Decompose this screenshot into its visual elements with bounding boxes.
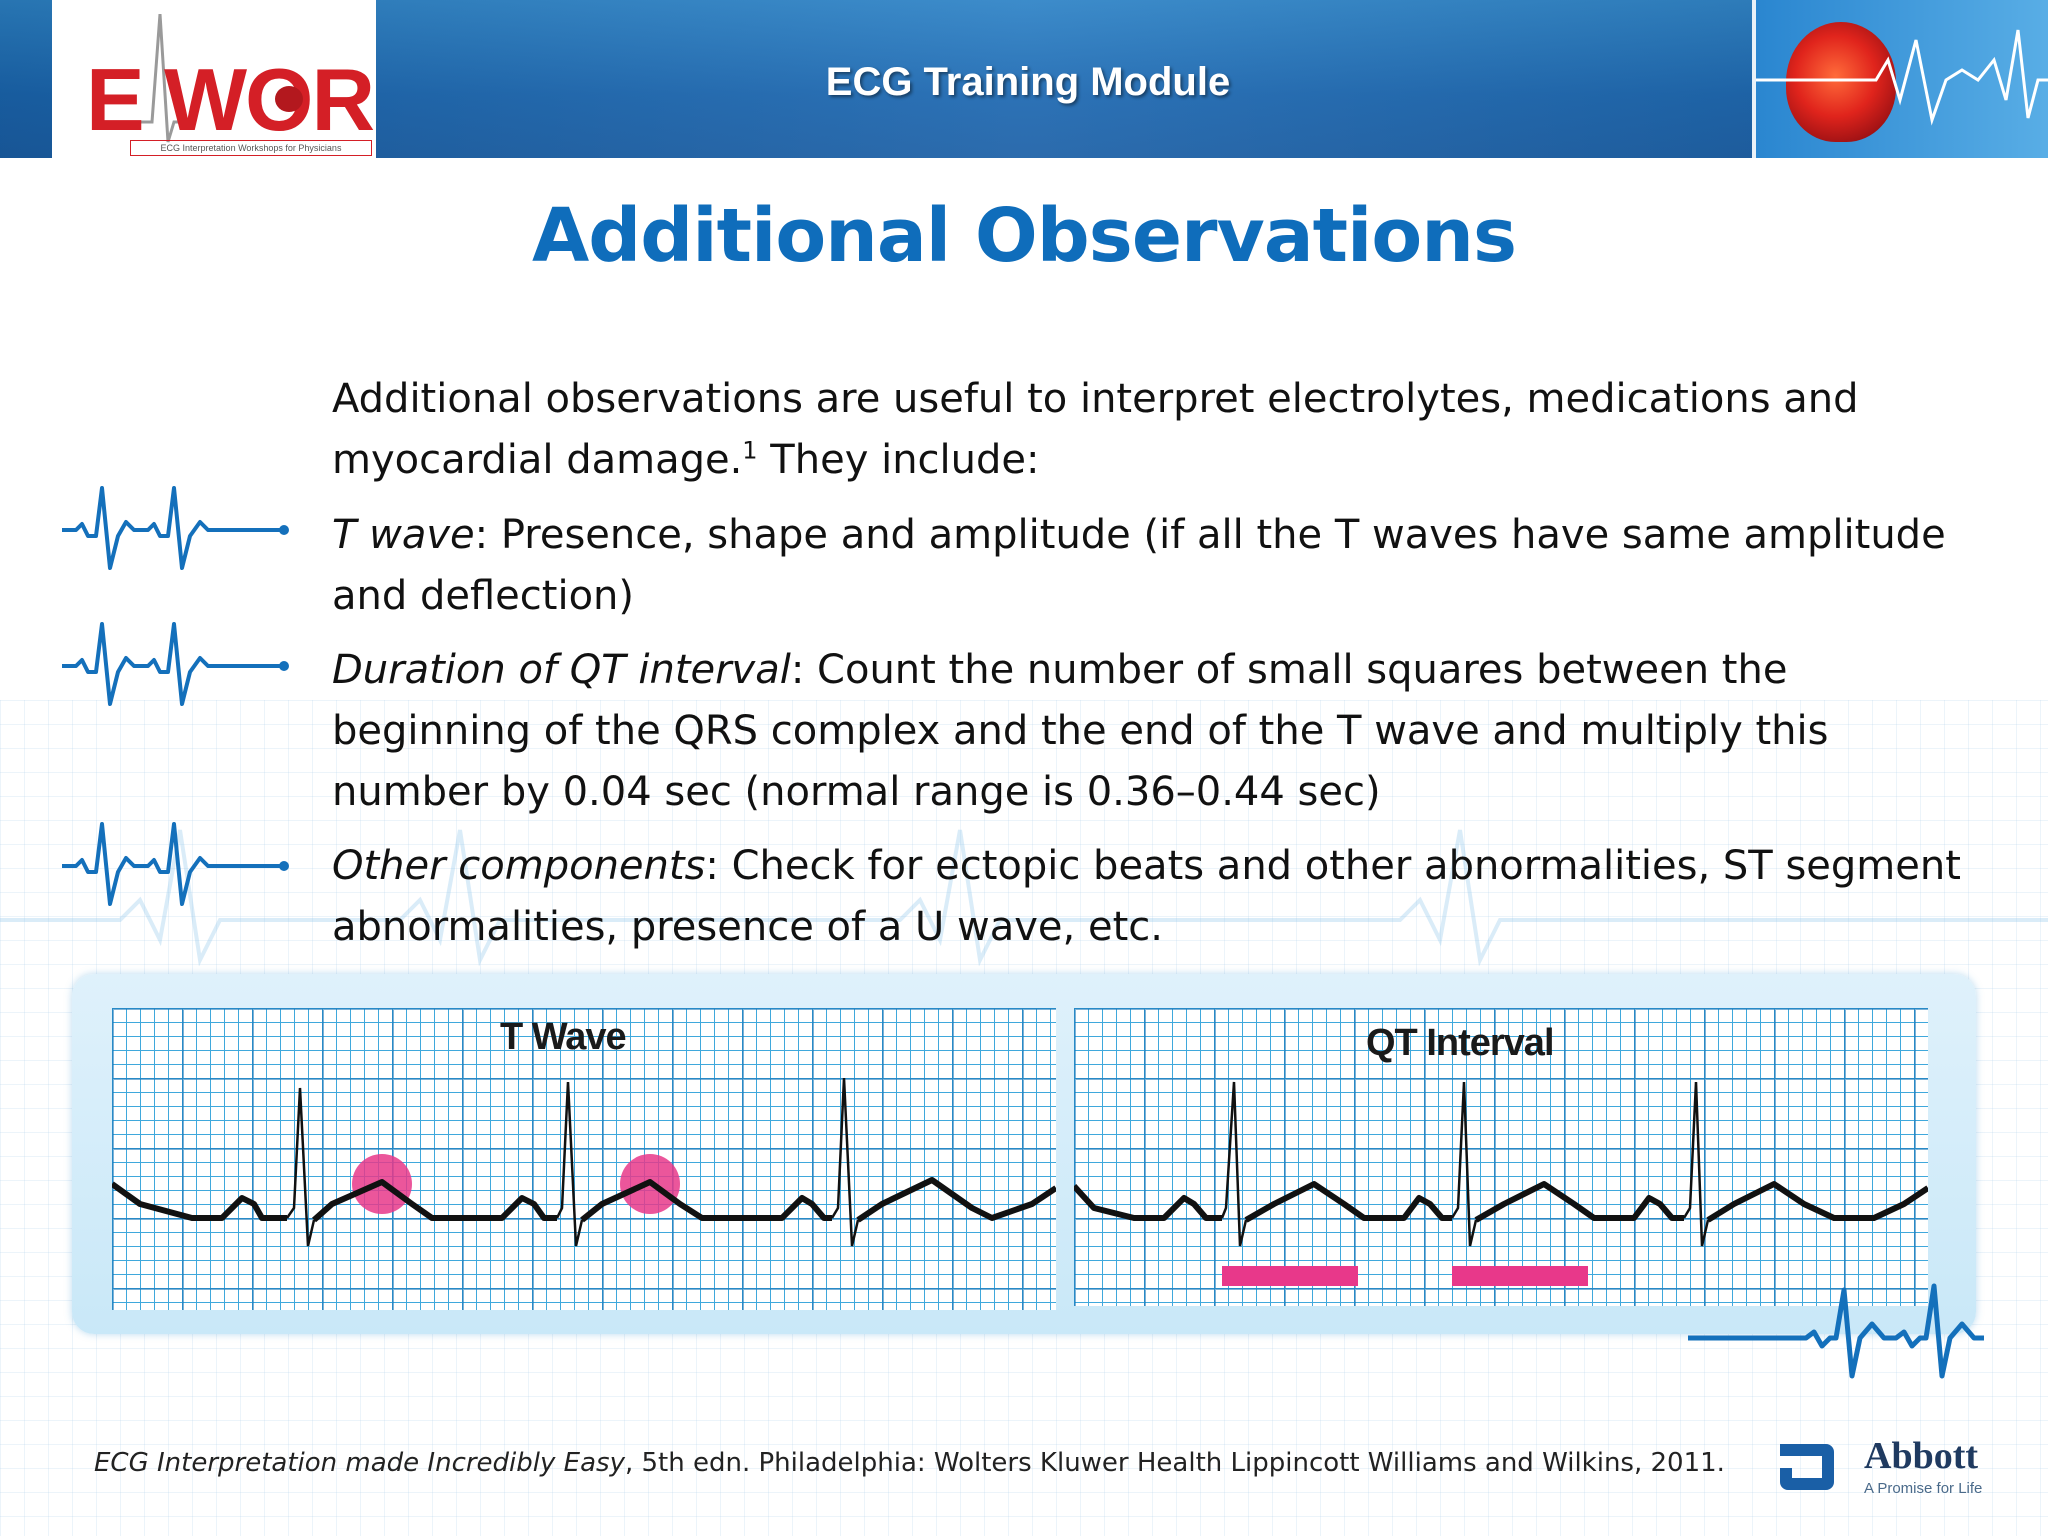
ewor-logo: E WOR ECG Interpretation Workshops for P… <box>52 0 376 158</box>
logo-ecg-spike-icon <box>130 14 190 143</box>
ecg-strip-panel: T Wave QT Interval <box>72 974 1976 1334</box>
bullet-text: : Presence, shape and amplitude (if all … <box>332 512 1946 619</box>
reference-superscript: 1 <box>742 436 758 465</box>
ecg-bullet-icon <box>62 822 289 906</box>
bullet-term: T wave <box>332 512 475 558</box>
intro-paragraph: Additional observations are useful to in… <box>332 369 1972 491</box>
bullet-qt-interval: Duration of QT interval: Count the numbe… <box>332 640 1972 823</box>
reference-details: , 5th edn. Philadelphia: Wolters Kluwer … <box>624 1448 1725 1478</box>
logo-letters-wor: WOR <box>164 50 375 149</box>
abbott-logo: Abbott A Promise for Life <box>1772 1430 2012 1510</box>
bullet-text: : Check for ectopic beats and other abno… <box>332 843 1961 950</box>
heart-icon <box>1786 22 1896 142</box>
ecg-bullet-icon <box>62 486 289 570</box>
strip-grid-major <box>112 1008 1056 1310</box>
brand-tagline: A Promise for Life <box>1864 1480 1983 1497</box>
t-wave-trace <box>112 1077 1056 1247</box>
bullet-other-components: Other components: Check for ectopic beat… <box>332 836 1972 958</box>
t-wave-label: T Wave <box>500 1016 627 1058</box>
logo-subtitle: ECG Interpretation Workshops for Physici… <box>130 140 372 156</box>
qt-interval-marker <box>1452 1266 1588 1286</box>
corner-ecg-wave-icon <box>1688 1283 1984 1379</box>
logo-letter-e: E <box>86 50 145 149</box>
strip-grid-major <box>1074 1008 1928 1306</box>
bullet-term: Duration of QT interval <box>332 647 791 693</box>
qt-interval-strip: QT Interval <box>1074 1008 1928 1306</box>
abbott-mark-icon <box>1780 1444 1834 1490</box>
background-ecg-wave <box>0 829 2048 967</box>
ecg-bullet-icon <box>62 622 289 706</box>
reference-footnote: ECG Interpretation made Incredibly Easy,… <box>94 1448 1725 1478</box>
bullet-t-wave: T wave: Presence, shape and amplitude (i… <box>332 505 1972 627</box>
slide-title: Additional Observations <box>532 193 1517 279</box>
header-ecg-wave-icon <box>1756 29 2048 126</box>
intro-text: Additional observations are useful to in… <box>332 376 1859 483</box>
reference-title: ECG Interpretation made Incredibly Easy <box>94 1448 625 1478</box>
qt-interval-marker <box>1222 1266 1358 1286</box>
module-title: ECG Training Module <box>825 60 1231 104</box>
brand-name: Abbott <box>1864 1435 1979 1477</box>
header-heart-art <box>1752 0 2048 158</box>
logo-heart-icon <box>275 86 303 112</box>
bullet-term: Other components <box>332 843 706 889</box>
header-bar: E WOR ECG Interpretation Workshops for P… <box>0 0 2048 158</box>
qt-interval-label: QT Interval <box>1366 1022 1554 1064</box>
qt-interval-trace <box>1074 1081 1928 1286</box>
bullet-text: : Count the number of small squares betw… <box>332 647 1829 815</box>
intro-tail: They include: <box>757 437 1040 483</box>
t-wave-strip: T Wave <box>112 1008 1056 1310</box>
